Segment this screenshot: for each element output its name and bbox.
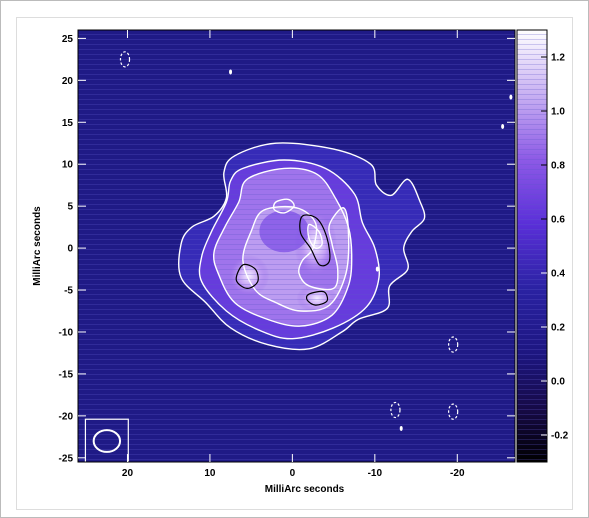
noise-peak-1	[509, 94, 513, 100]
x-tick-label: -10	[368, 468, 383, 479]
contour-level-2	[198, 159, 381, 340]
colorbar-tick-label: 0.4	[551, 269, 565, 280]
noise-peak-4	[375, 266, 379, 272]
colorbar-tick-label: 0.2	[551, 323, 565, 334]
noise-peak-2	[501, 123, 505, 129]
y-tick-label: 25	[62, 34, 74, 45]
contour-core-right-peak	[307, 223, 323, 250]
y-tick-label: -15	[59, 369, 74, 380]
colorbar-tick-label: 0.0	[551, 377, 565, 388]
noise-peak-0	[229, 69, 233, 75]
colorbar-tick-label: 1.2	[551, 53, 565, 64]
negative-contour-3	[448, 403, 459, 420]
negative-contour-0	[119, 51, 131, 68]
contour-ring-top-left	[272, 198, 295, 214]
y-tick-label: -20	[59, 411, 74, 422]
contour-outer	[178, 142, 426, 351]
contour-inner-gap	[242, 205, 350, 312]
contour-core-right	[299, 214, 331, 267]
colorbar-tick-label: -0.2	[551, 431, 569, 442]
beam-box	[84, 418, 129, 462]
colorbar-tick-label: 0.8	[551, 161, 565, 172]
y-tick-label: 15	[62, 118, 74, 129]
contour-core-left	[235, 263, 259, 289]
scanline-texture	[78, 30, 515, 462]
colorbar-texture	[517, 30, 547, 462]
figure-inner-border	[16, 17, 573, 510]
negative-contour-2	[390, 401, 401, 419]
contour-core-bottom	[305, 290, 329, 306]
y-axis-title: MilliArc seconds	[32, 206, 43, 286]
y-tick-label: 20	[62, 76, 74, 87]
colorbar-tick-label: 0.6	[551, 215, 565, 226]
colorbar-frame	[516, 29, 548, 463]
y-tick-label: 5	[67, 202, 73, 213]
axes: 20 10 0 -10 -20 25 20 15 10 5 0 -5 -10 -15 -20 -25 Milli…	[32, 29, 516, 495]
plot-area	[78, 30, 515, 462]
axes-frame	[77, 29, 516, 463]
negative-contour-1	[448, 336, 459, 353]
colorbar: 1.2 1.0 0.8 0.6 0.4 0.2 0.0 -0.2	[516, 29, 569, 463]
x-axis-title: MilliArc seconds	[265, 484, 345, 495]
x-tick-label: 20	[122, 468, 134, 479]
beam-ellipse	[92, 429, 122, 453]
y-tick-label: -10	[59, 327, 74, 338]
contour-level-3	[213, 167, 353, 327]
x-tick-label: 10	[204, 468, 216, 479]
colorbar-tick-label: 1.0	[551, 107, 565, 118]
x-tick-label: 0	[290, 468, 296, 479]
x-tick-label: -20	[450, 468, 465, 479]
y-tick-label: -5	[64, 286, 73, 297]
y-tick-label: -25	[59, 453, 74, 464]
y-tick-label: 10	[62, 160, 74, 171]
y-tick-label: 0	[67, 244, 73, 255]
noise-peak-3	[399, 425, 403, 431]
